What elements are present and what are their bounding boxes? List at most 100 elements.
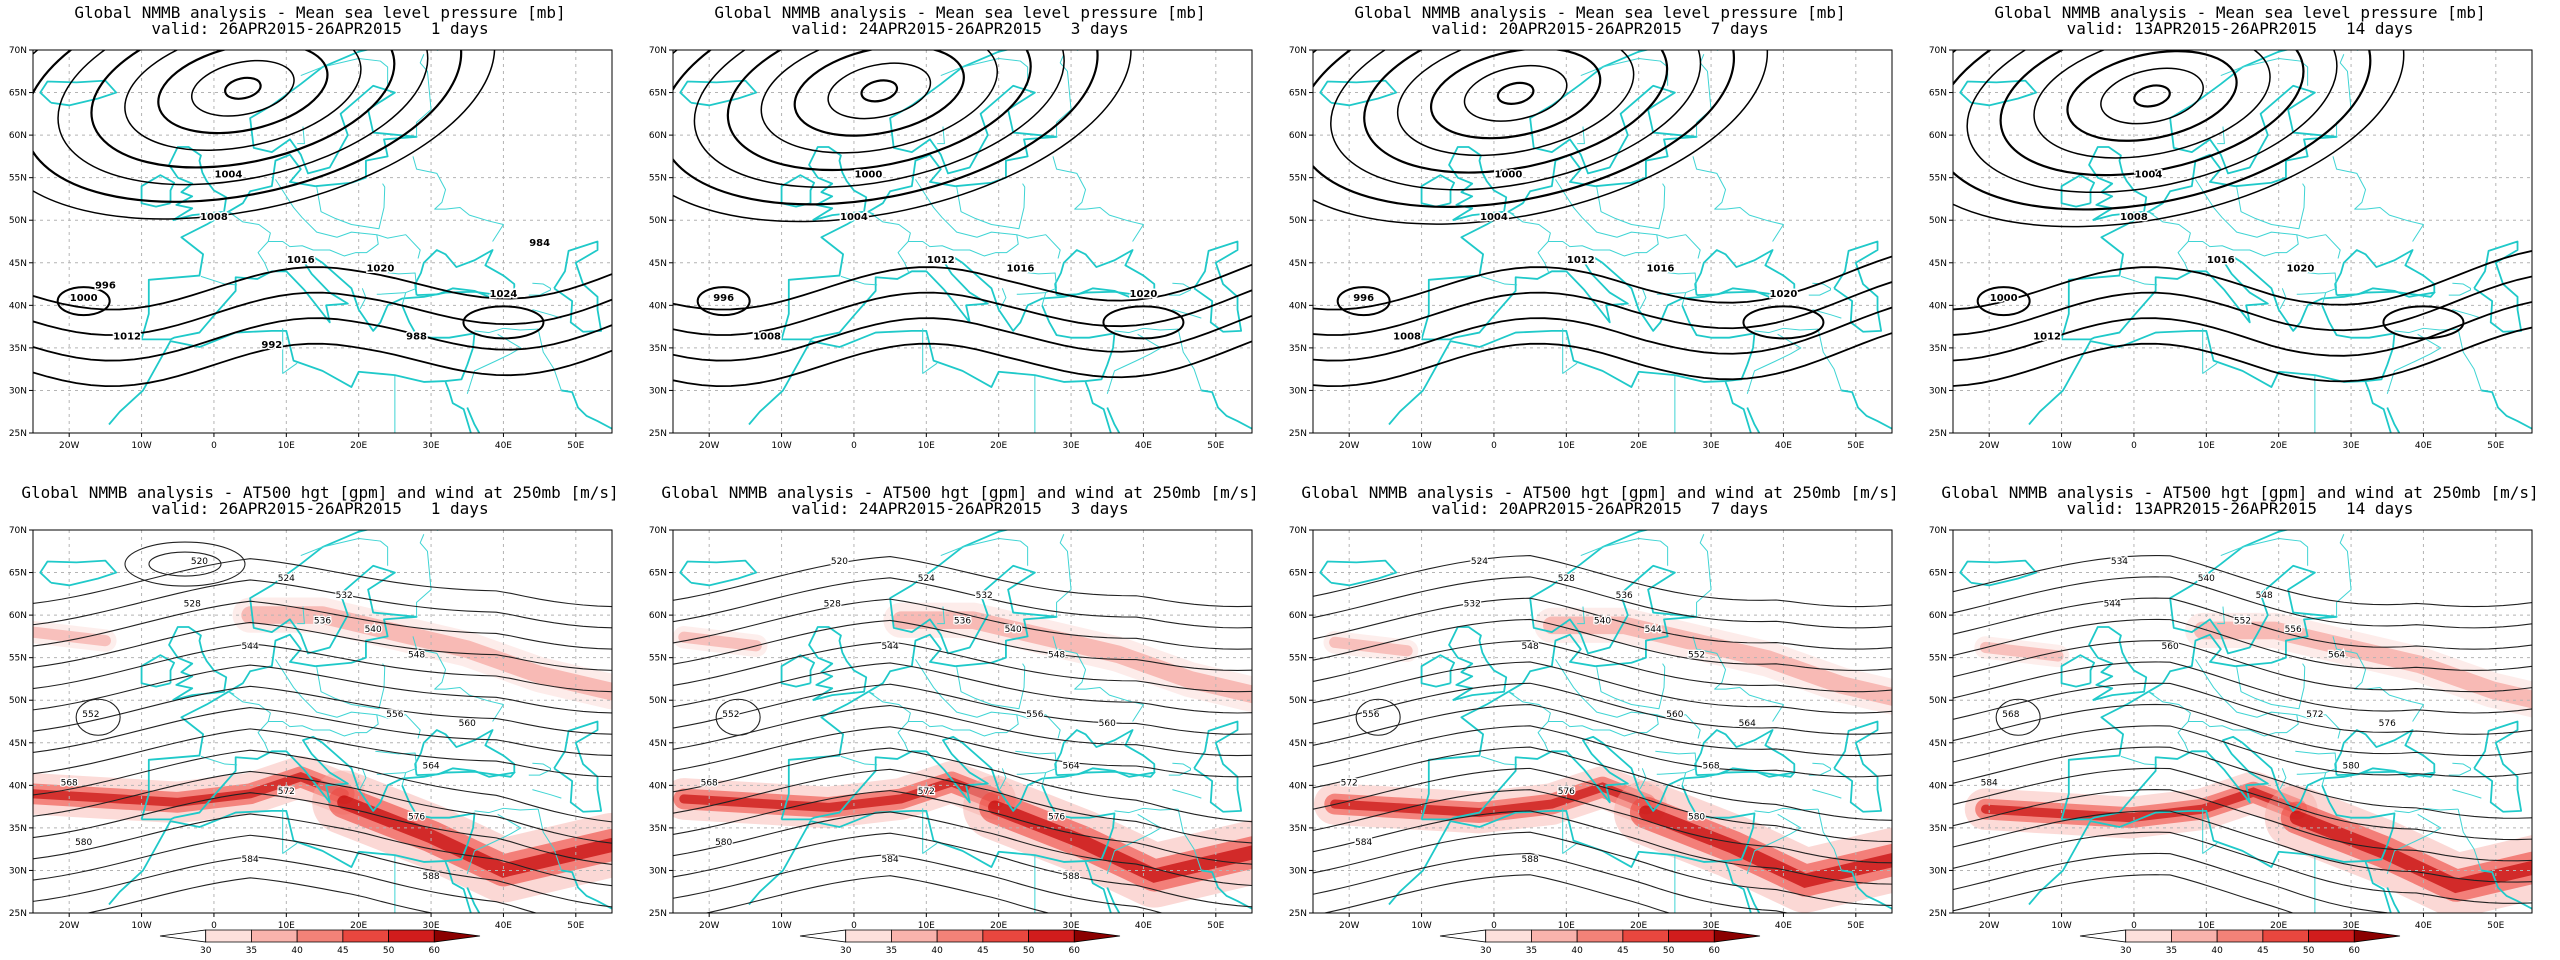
- height-contour: [673, 662, 1252, 714]
- border-line: [297, 606, 305, 625]
- coastline: [679, 79, 758, 107]
- coastline: [414, 729, 516, 778]
- isobar-high: [1742, 305, 1825, 340]
- border-line: [1548, 234, 1659, 257]
- border-line: [1480, 755, 1518, 766]
- border-line: [1172, 309, 1202, 319]
- contour-label: 588: [422, 872, 439, 882]
- coastline: [2028, 784, 2396, 906]
- coastline: [1448, 626, 1508, 702]
- contour-label: 996: [95, 280, 116, 291]
- map-svg: 1000 1004 1008 1012 1016 1020 25N 30N 35N 40N 45N 5…: [1929, 46, 2533, 451]
- lat-tick-label: 60N: [649, 611, 667, 621]
- contour-label: 576: [408, 812, 425, 822]
- colorbar-tick-label: 40: [2211, 946, 2223, 956]
- map-svg: 534 540 544 548 552 556 560 564 568 572 576 580 584 2…: [1929, 526, 2533, 956]
- lon-tick-label: 20W: [699, 441, 719, 451]
- map-group: 996 1000 1004 1008 1012 1016 1020 25N 30N 35N 40N 4…: [649, 46, 1253, 451]
- border-line: [1114, 807, 1179, 814]
- lon-tick-label: 50E: [1207, 921, 1224, 931]
- coastline: [780, 174, 816, 208]
- coastline: [780, 530, 1079, 820]
- border-line: [2448, 762, 2471, 776]
- contour-label: 520: [831, 557, 848, 567]
- coastline: [1420, 654, 1456, 688]
- border-line: [868, 691, 875, 695]
- lat-tick-label: 35N: [1929, 344, 1947, 354]
- lat-tick-label: 40N: [9, 781, 27, 791]
- border-line: [1555, 179, 1701, 259]
- isobar: [1999, 50, 2305, 177]
- lat-tick-label: 50N: [1929, 216, 1947, 226]
- isobar: [33, 317, 612, 362]
- border-line: [915, 179, 1061, 259]
- lat-tick-label: 50N: [1289, 696, 1307, 706]
- isobar: [1396, 50, 1635, 157]
- border-line: [1817, 329, 1842, 391]
- isobar: [673, 340, 1252, 387]
- lon-tick-label: 30E: [1702, 921, 1719, 931]
- contour-label: 1004: [1480, 212, 1508, 223]
- border-line: [2120, 755, 2158, 766]
- border-line: [359, 768, 367, 789]
- contour-label: 564: [1062, 761, 1079, 771]
- border-line: [1508, 211, 1551, 274]
- height-contour: [33, 770, 612, 844]
- height-contour: [1953, 725, 2532, 778]
- lat-tick-label: 45N: [1289, 739, 1307, 749]
- colorbar-swatch: [936, 929, 984, 943]
- lat-tick-label: 25N: [1289, 429, 1307, 439]
- contour-label: 564: [1739, 719, 1756, 729]
- colorbar-tick-label: 50: [1023, 946, 1035, 956]
- isobar: [33, 50, 463, 203]
- lon-tick-label: 20E: [350, 441, 367, 451]
- border-line: [908, 714, 1019, 737]
- border-line: [474, 327, 539, 334]
- isobar: [1313, 281, 1892, 336]
- contour-label: 580: [1688, 812, 1705, 822]
- border-line: [2120, 275, 2158, 286]
- panel-title: Global NMMB analysis - AT500 hgt [gpm] a…: [1301, 483, 1899, 502]
- isobar: [693, 50, 1065, 188]
- coastline: [140, 530, 439, 820]
- colorbar-tick-label: 60: [1069, 946, 1081, 956]
- border-line: [1692, 636, 1784, 722]
- lat-tick-label: 55N: [649, 654, 667, 664]
- isobar: [673, 314, 1252, 362]
- isobar: [1313, 306, 1892, 362]
- panel-hgt-14d: Global NMMB analysis - AT500 hgt [gpm] a…: [1920, 480, 2560, 960]
- lat-tick-label: 35N: [1289, 824, 1307, 834]
- contour-label: 1000: [854, 170, 882, 181]
- height-contour: [673, 619, 1252, 671]
- contour-label: 1012: [2033, 331, 2061, 342]
- coastline: [1841, 389, 1892, 430]
- lon-tick-label: 50E: [1207, 441, 1224, 451]
- height-contour: [33, 621, 612, 671]
- isobar: [1363, 50, 1669, 174]
- border-line: [228, 691, 271, 754]
- colorbar-tick-label: 35: [246, 946, 257, 956]
- contour-label: 588: [1062, 872, 1079, 882]
- colorbar-swatch: [2308, 929, 2355, 943]
- contour-label: 576: [1558, 787, 1575, 797]
- isobar: [1313, 50, 1769, 225]
- map-svg: 1000 1004 1008 1012 1016 1020 1024 996 992 988 984…: [9, 46, 613, 451]
- map-group: 520 524 528 532 536 540 544 548 552 556 560 564 568 5…: [649, 526, 1253, 956]
- border-line: [1041, 292, 1047, 306]
- border-line: [1106, 813, 1162, 874]
- map-svg: 520 524 528 532 536 540 544 548 552 556 560 564 568 5…: [649, 526, 1253, 956]
- height-contour: [1313, 661, 1892, 714]
- height-contour: [1313, 703, 1892, 757]
- lon-tick-label: 50E: [2487, 441, 2504, 451]
- lat-tick-label: 50N: [649, 696, 667, 706]
- height-contour: [33, 579, 612, 629]
- height-contour: [1322, 874, 1672, 913]
- map-group: 1000 1004 1008 1012 1016 1020 25N 30N 35N 40N 45N 5…: [1929, 46, 2533, 451]
- border-line: [2394, 807, 2459, 814]
- wind-core: [1638, 805, 1892, 889]
- lon-tick-label: 10E: [2198, 921, 2215, 931]
- border-line: [940, 58, 999, 76]
- lon-tick-label: 0: [851, 441, 857, 451]
- coastline: [414, 249, 516, 298]
- contour-label: 556: [1026, 710, 1043, 720]
